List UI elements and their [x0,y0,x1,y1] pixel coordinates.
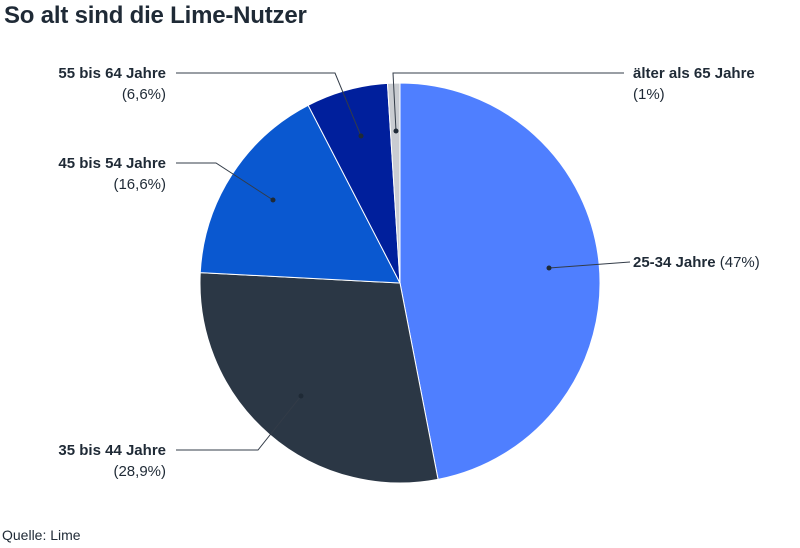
source-note: Quelle: Lime [2,527,81,543]
slice-label-value: (47%) [716,254,760,271]
leader-line [176,72,362,137]
leader-line [392,72,624,132]
pie-slice [399,82,601,480]
slice-label-name: 35 bis 44 Jahre [58,442,166,459]
leader-line [176,395,302,451]
slice-labels: 25-34 Jahre (47%) 35 bis 44 Jahre (28,9%) 4… [58,65,759,480]
slice-label-value: (6,6%) [122,86,166,103]
leader-lines [176,72,631,451]
slice-label-name: 55 bis 64 Jahre [58,65,166,82]
leader-dot [298,393,304,399]
slice-label: 55 bis 64 Jahre (6,6%) [58,65,166,103]
slice-label-name: 45 bis 54 Jahre [58,155,166,172]
leader-dot [270,197,276,203]
slice-label: älter als 65 Jahre (1%) [633,65,755,103]
slice-label-name: älter als 65 Jahre [633,65,755,82]
slice-label-value: (28,9%) [113,463,166,480]
slice-label: 25-34 Jahre (47%) [633,254,760,271]
slice-label-value: (16,6%) [113,176,166,193]
slice-label-value: (1%) [633,86,665,103]
slice-label: 45 bis 54 Jahre (16,6%) [58,155,166,193]
slice-label-name: 25-34 Jahre [633,254,716,271]
leader-line [548,261,631,269]
pie-slices [199,82,601,484]
leader-dot [546,265,552,271]
pie-slice [199,272,439,484]
pie-slice [199,104,401,284]
leader-line [176,162,274,201]
chart-title: So alt sind die Lime-Nutzer [4,2,307,29]
slice-label: 35 bis 44 Jahre (28,9%) [58,442,166,480]
leader-dot [393,128,399,134]
leader-dot [358,133,364,139]
